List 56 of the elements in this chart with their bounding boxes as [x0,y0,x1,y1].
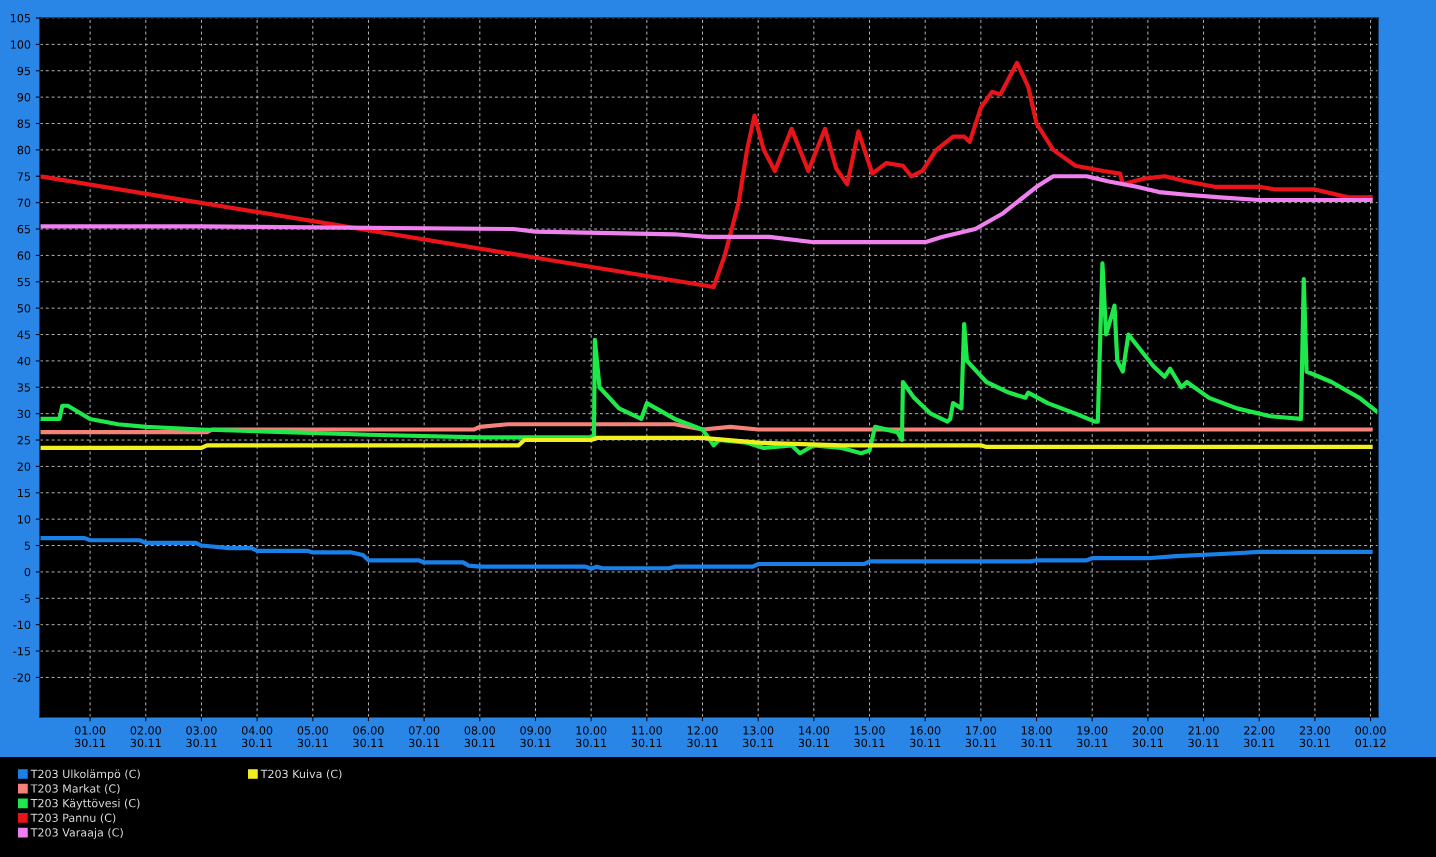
y-tick-label: 80 [17,145,31,155]
x-tick-label: 05.00 30.11 [297,726,328,748]
y-tick-label: 100 [10,40,31,49]
y-tick-label: 55 [17,277,30,287]
y-tick-label: -5 [20,594,30,603]
legend-label: T203 Ulkolämpö (C) [30,769,140,781]
x-tick-label: 11.00 30.11 [631,726,662,748]
y-tick-label: -15 [13,647,30,656]
x-tick-label: 00.00 01.12 [1355,726,1386,748]
legend-label: T203 Varaaja (C) [30,828,123,839]
y-tick-label: 50 [17,304,31,313]
x-tick-label: 06.00 30.11 [353,726,384,748]
x-tick-label: 13.00 30.11 [743,726,774,748]
x-tick-label: 10.00 30.11 [576,726,607,748]
x-tick-label: 21.00 30.11 [1188,726,1219,748]
x-tick-label: 14.00 30.11 [798,726,830,748]
y-tick-label: -20 [13,673,31,682]
y-tick-label: 85 [17,119,30,128]
y-tick-label: 0 [24,567,31,577]
y-tick-label: 15 [18,488,30,498]
y-tick-label: 40 [17,356,31,366]
x-tick-label: 02.00 30.11 [130,726,161,748]
x-tick-label: 07.00 30.11 [408,726,440,748]
y-tick-label: 105 [10,13,30,23]
legend-label: T203 Kuiva (C) [260,769,342,780]
y-tick-label: 5 [24,541,30,550]
x-tick-label: 15.00 30.11 [854,726,885,748]
legend-label: T203 Pannu (C) [30,813,116,824]
x-tick-label: 03.00 30.11 [186,726,217,748]
y-tick-label: 70 [17,198,31,208]
y-tick-label: -10 [13,620,31,630]
x-tick-label: 23.00 30.11 [1299,726,1331,748]
x-tick-label: 09.00 30.11 [520,726,551,748]
x-tick-label: 12.00 30.11 [687,726,718,748]
y-tick-label: 65 [17,224,30,234]
y-tick-label: 90 [17,93,31,102]
x-tick-label: 18.00 30.11 [1021,726,1052,748]
x-tick-label: 17.00 30.11 [965,726,997,748]
y-tick-label: 25 [17,436,30,445]
y-tick-label: 20 [17,462,31,471]
y-tick-label: 35 [17,383,30,392]
x-tick-label: 04.00 30.11 [241,726,273,748]
x-tick-label: 01.00 30.11 [74,726,106,748]
y-tick-label: 60 [17,251,31,260]
x-tick-label: 19.00 30.11 [1077,726,1108,748]
y-tick-label: 45 [17,330,30,339]
x-tick-label: 20.00 30.11 [1132,726,1164,748]
y-tick-label: 10 [18,515,31,524]
legend-label: T203 Käyttövesi (C) [30,798,140,810]
y-tick-label: 95 [17,66,30,76]
legend-label: T203 Markat (C) [30,784,120,794]
y-tick-label: 30 [17,409,31,419]
x-tick-label: 16.00 30.11 [910,726,941,748]
x-tick-label: 22.00 30.11 [1244,726,1275,748]
y-tick-label: 75 [17,172,30,181]
x-tick-label: 08.00 30.11 [464,726,495,748]
